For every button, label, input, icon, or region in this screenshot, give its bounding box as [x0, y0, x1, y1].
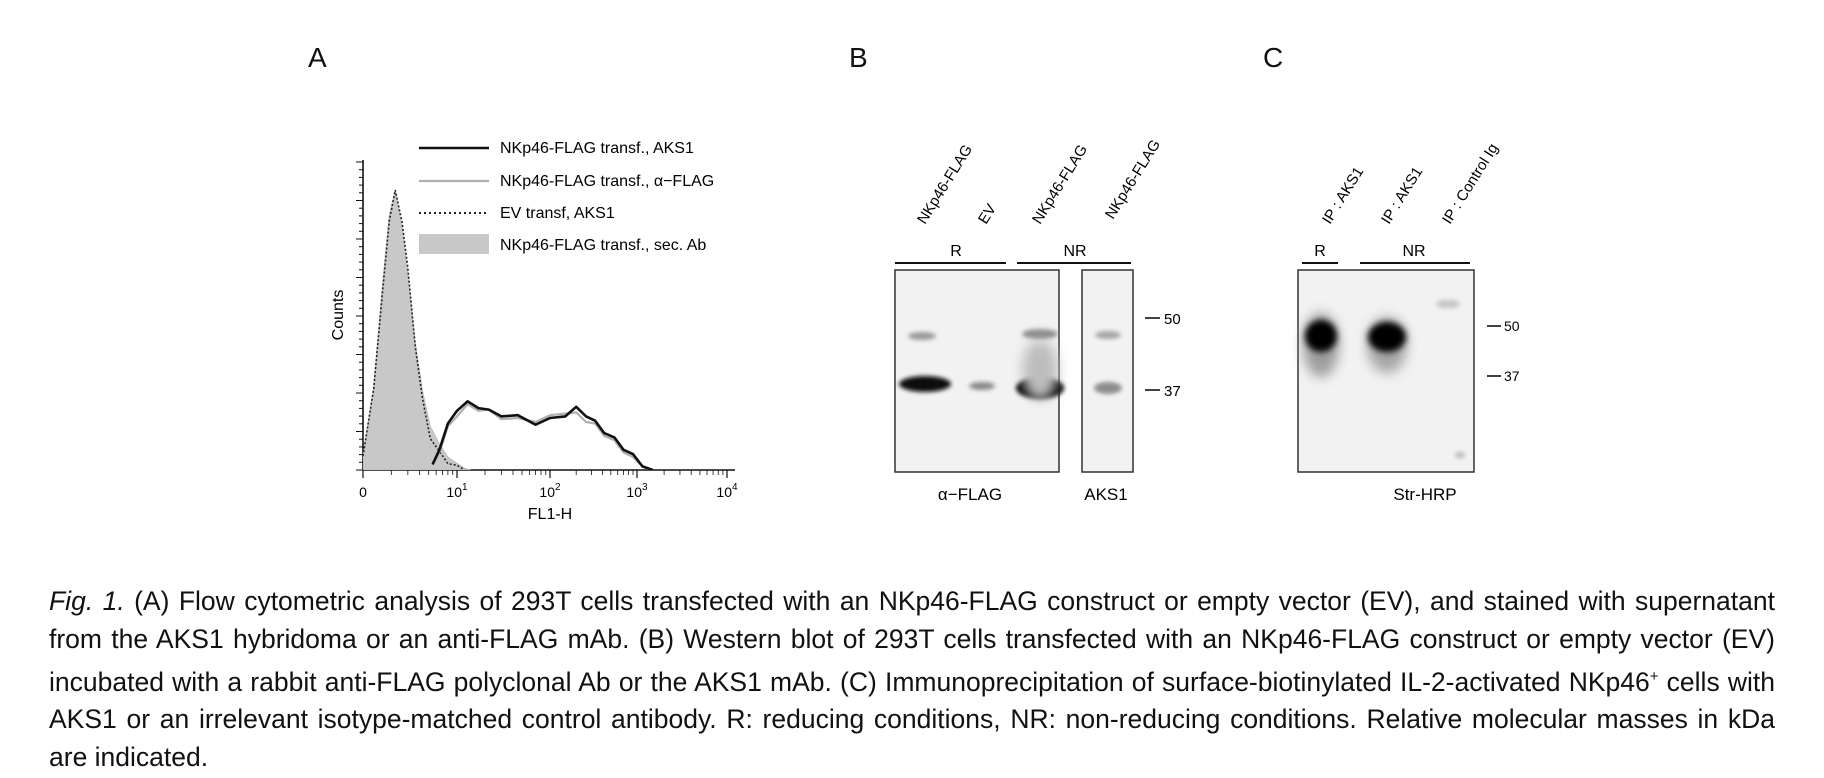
band-b-lane2-37 — [969, 382, 995, 390]
band-c-lane3-spot — [1455, 452, 1465, 458]
lane-label-c-2: IP : AKS1 — [1378, 164, 1426, 227]
x-tick-exponent: 3 — [642, 482, 648, 493]
panel-c-letter: C — [1263, 42, 1284, 73]
band-b-lane3-50 — [1022, 329, 1058, 339]
panel-b-letter: B — [849, 42, 868, 73]
band-c-lane3-faint — [1436, 300, 1460, 308]
legend-label-2: EV transf, AKS1 — [500, 205, 615, 222]
series-sec-ab — [363, 190, 471, 470]
band-b-lane3-smear — [1022, 340, 1058, 400]
group-label-c-r: R — [1314, 243, 1326, 260]
caption-text-1: (A) Flow cytometric analysis of 293T cel… — [49, 586, 1775, 697]
x-tick-label-0: 0 — [359, 484, 367, 500]
x-tick-exponent: 1 — [462, 482, 468, 493]
band-b-lane1-37 — [899, 376, 951, 392]
blot-b-aks1 — [1081, 269, 1134, 473]
legend-label-0: NKp46-FLAG transf., AKS1 — [500, 140, 694, 157]
x-axis-label: FL1-H — [528, 506, 572, 523]
group-label-b-r: R — [950, 243, 962, 260]
band-c-lane2 — [1368, 322, 1406, 352]
marker-label-b-37: 37 — [1164, 383, 1181, 400]
band-c-lane1 — [1305, 320, 1337, 352]
marker-label-c-37: 37 — [1504, 368, 1520, 384]
band-b-lane4-50 — [1095, 331, 1121, 339]
blot-label-b-aks1: AKS1 — [1084, 485, 1127, 504]
y-axis-label: Counts — [330, 290, 347, 341]
band-b-lane1-50 — [908, 332, 936, 340]
series-nkp46-aks1 — [431, 400, 654, 470]
legend-swatch-sec-ab — [419, 234, 489, 254]
ip-blot-c: IP : AKS1 IP : AKS1 IP : Control Ig R NR… — [1297, 141, 1520, 504]
x-tick-exponent: 2 — [555, 482, 561, 493]
caption-superscript: + — [1649, 668, 1659, 685]
caption-text-2: cells with AKS1 or an irrelevant isotype… — [49, 666, 1775, 772]
panel-a-letter: A — [308, 42, 327, 73]
legend-label-1: NKp46-FLAG transf., α−FLAG — [500, 173, 714, 190]
lane-label-c-3: IP : Control Ig — [1439, 141, 1502, 228]
x-tick-exponent: 4 — [732, 482, 738, 493]
legend-label-3: NKp46-FLAG transf., sec. Ab — [500, 237, 706, 254]
western-blot-b: NKp46-FLAG EV NKp46-FLAG NKp46-FLAG R NR… — [894, 137, 1181, 504]
band-b-lane4-37 — [1094, 382, 1122, 394]
marker-label-b-50: 50 — [1164, 311, 1181, 328]
flow-histogram: 0 101 102 103 104 NKp46-FLAG transf., AKS1NK… — [330, 140, 738, 523]
blot-label-c-str-hrp: Str-HRP — [1393, 485, 1456, 504]
lane-label-c-1: IP : AKS1 — [1319, 164, 1367, 227]
figure-label: Fig. 1. — [49, 586, 125, 616]
figure-caption: Fig. 1. (A) Flow cytometric analysis of … — [49, 583, 1775, 776]
group-label-b-nr: NR — [1063, 243, 1086, 260]
group-label-c-nr: NR — [1402, 243, 1425, 260]
series-nkp46-alpha-flag — [431, 403, 651, 470]
blot-label-b-alpha-flag: α−FLAG — [938, 485, 1002, 504]
marker-label-c-50: 50 — [1504, 318, 1520, 334]
